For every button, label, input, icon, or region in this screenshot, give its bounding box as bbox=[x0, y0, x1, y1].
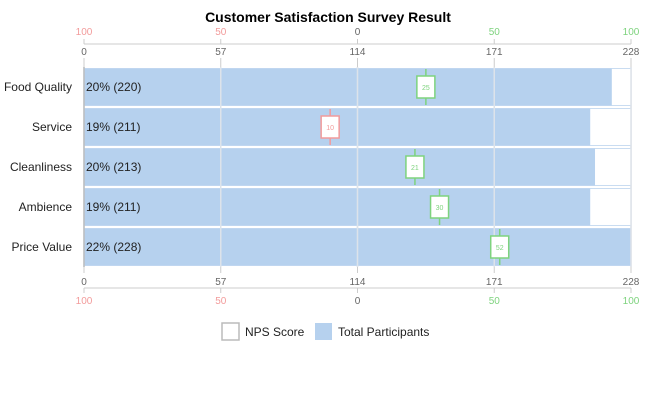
nps-marker bbox=[416, 75, 436, 99]
nps-value: 25 bbox=[422, 85, 430, 92]
nps-value: 52 bbox=[496, 245, 504, 252]
nps-tick-label: 50 bbox=[215, 296, 227, 307]
bar bbox=[84, 68, 612, 106]
count-tick-label: 57 bbox=[215, 277, 227, 288]
legend-item-nps-label[interactable]: NPS Score bbox=[245, 325, 305, 339]
bar-label: 20% (213) bbox=[86, 160, 141, 174]
category-label: Price Value bbox=[12, 240, 73, 254]
legend-item-participants-swatch[interactable] bbox=[315, 323, 332, 340]
nps-tick-label: 100 bbox=[623, 296, 640, 307]
count-tick-label: 228 bbox=[623, 277, 640, 288]
count-tick-label: 171 bbox=[486, 277, 503, 288]
count-tick-label: 0 bbox=[81, 277, 87, 288]
bar-label: 19% (211) bbox=[86, 120, 140, 134]
category-label: Food Quality bbox=[4, 80, 72, 94]
nps-marker bbox=[489, 235, 510, 259]
bar-label: 22% (228) bbox=[86, 240, 141, 254]
legend-item-participants-label[interactable]: Total Participants bbox=[338, 325, 429, 339]
legend-item-nps-swatch[interactable] bbox=[221, 322, 240, 341]
category-label: Cleanliness bbox=[10, 160, 72, 174]
category-label: Ambience bbox=[19, 200, 73, 214]
nps-value: 21 bbox=[411, 165, 419, 172]
nps-tick-label: 0 bbox=[355, 296, 361, 307]
count-tick-label: 171 bbox=[486, 47, 503, 58]
nps-tick-label: 50 bbox=[489, 296, 501, 307]
count-tick-label: 228 bbox=[623, 47, 640, 58]
count-tick-label: 114 bbox=[350, 47, 366, 58]
nps-marker bbox=[429, 195, 450, 219]
nps-marker bbox=[320, 115, 340, 139]
nps-value: 30 bbox=[436, 205, 444, 212]
nps-marker bbox=[405, 155, 425, 179]
bar bbox=[84, 148, 596, 186]
bar bbox=[84, 188, 591, 226]
count-tick-label: 57 bbox=[215, 47, 227, 58]
nps-tick-label: 50 bbox=[215, 27, 227, 38]
count-tick-label: 0 bbox=[81, 47, 87, 58]
nps-tick-label: 0 bbox=[355, 27, 361, 38]
count-tick-label: 114 bbox=[350, 277, 366, 288]
bar-label: 20% (220) bbox=[86, 80, 141, 94]
nps-tick-label: 100 bbox=[76, 27, 93, 38]
nps-tick-label: 100 bbox=[76, 296, 93, 307]
chart-title: Customer Satisfaction Survey Result bbox=[205, 9, 451, 25]
nps-value: 10 bbox=[326, 125, 334, 132]
nps-tick-label: 100 bbox=[623, 27, 640, 38]
category-label: Service bbox=[32, 120, 72, 134]
nps-tick-label: 50 bbox=[489, 27, 501, 38]
bar-label: 19% (211) bbox=[86, 200, 140, 214]
